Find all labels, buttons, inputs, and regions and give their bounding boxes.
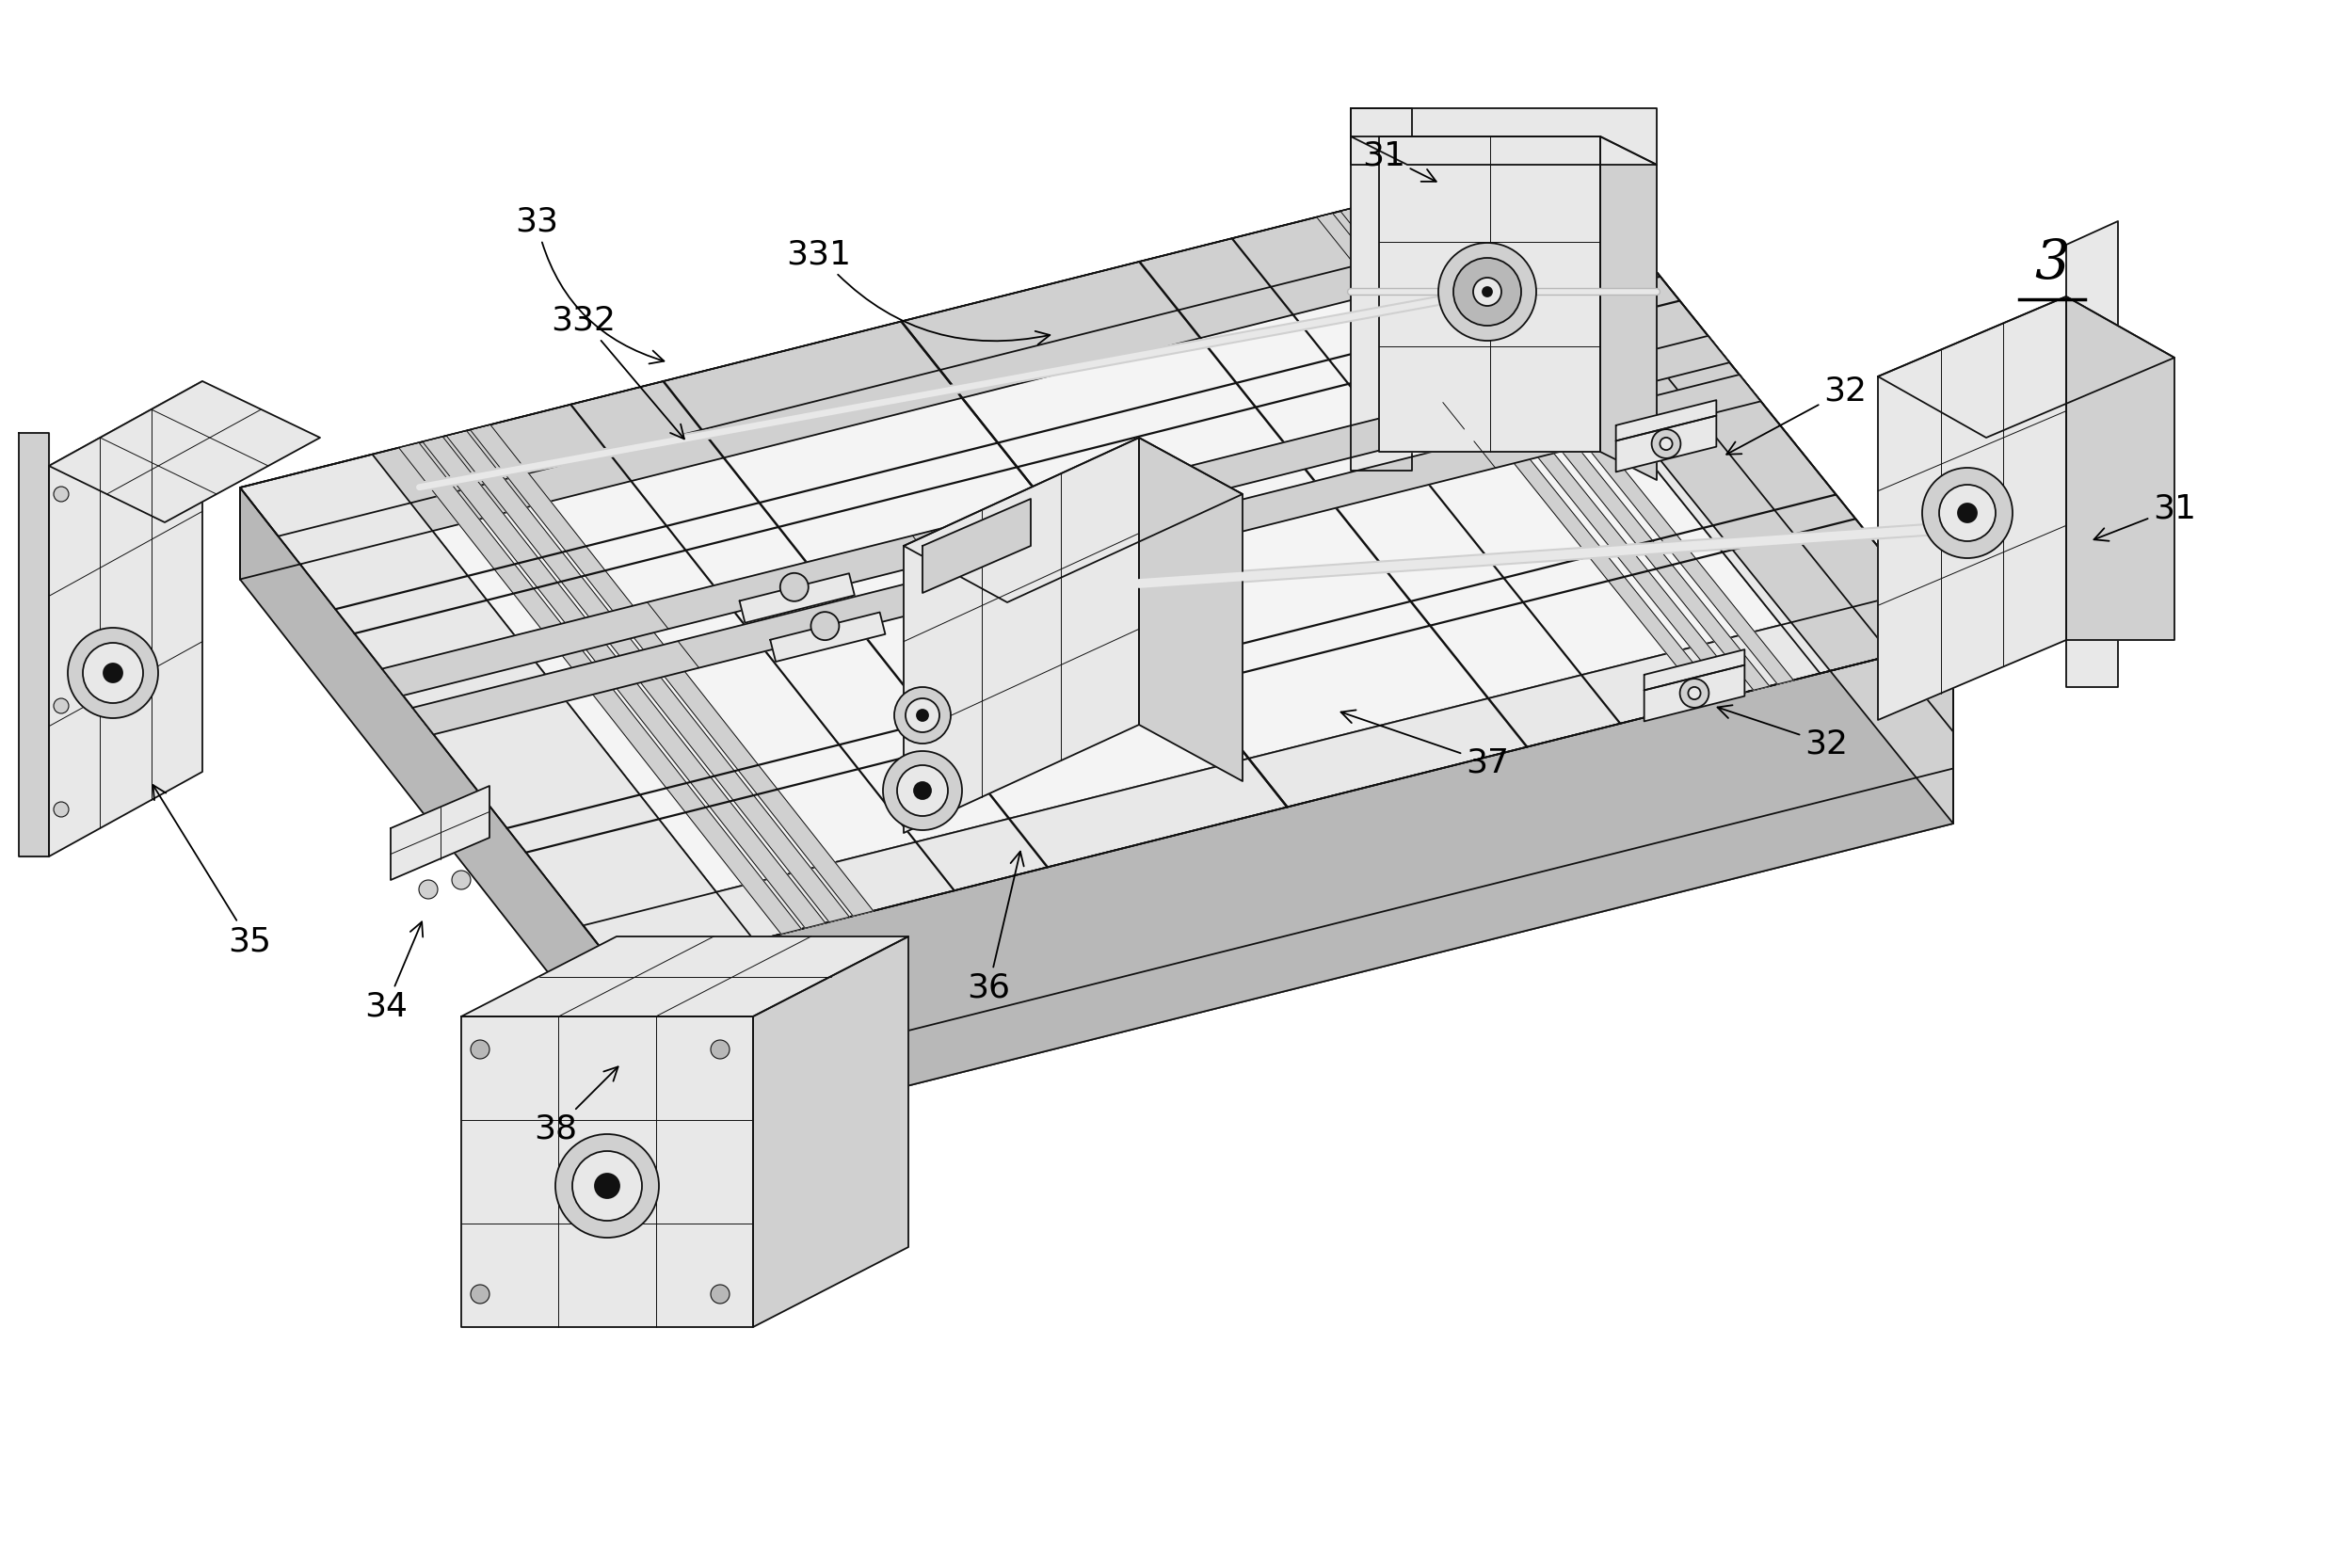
Polygon shape [1389,194,1794,684]
Polygon shape [1431,155,1953,673]
Circle shape [1454,257,1522,326]
Circle shape [82,643,143,702]
Circle shape [68,627,159,718]
Polygon shape [19,433,49,856]
Text: 36: 36 [967,851,1023,1004]
Polygon shape [1379,136,1600,452]
Polygon shape [621,640,1953,1102]
Text: 31: 31 [1363,140,1436,182]
Polygon shape [461,1016,754,1327]
Circle shape [471,1284,489,1303]
Polygon shape [422,436,824,928]
Polygon shape [1562,155,1953,732]
Polygon shape [410,237,1780,892]
Circle shape [810,612,838,640]
Polygon shape [239,488,621,1066]
Circle shape [1651,430,1682,458]
Circle shape [906,698,939,732]
Polygon shape [1600,136,1656,480]
Text: 31: 31 [2094,492,2197,541]
Circle shape [1660,437,1672,450]
Text: 37: 37 [1342,710,1508,778]
Polygon shape [1351,108,1412,470]
Polygon shape [239,155,1602,536]
Circle shape [883,751,963,829]
Circle shape [913,782,932,800]
Polygon shape [1138,437,1244,781]
Polygon shape [1616,416,1717,472]
Polygon shape [1878,296,2066,720]
Polygon shape [239,155,1562,543]
Text: 35: 35 [152,786,272,956]
Text: 32: 32 [1717,706,1848,759]
Text: 38: 38 [534,1066,618,1145]
Polygon shape [1340,207,1745,696]
Polygon shape [923,499,1030,593]
Circle shape [895,687,951,743]
Circle shape [1689,687,1700,699]
Circle shape [452,870,471,889]
Circle shape [780,572,808,601]
Circle shape [595,1173,618,1198]
Polygon shape [461,936,909,1016]
Polygon shape [412,375,1761,734]
Circle shape [571,1151,642,1221]
Circle shape [103,663,122,682]
Polygon shape [447,431,850,922]
Circle shape [1923,467,2012,558]
Polygon shape [239,155,1562,579]
Circle shape [1958,503,1977,522]
Polygon shape [754,936,909,1327]
Text: 3: 3 [2035,237,2070,290]
Text: 33: 33 [515,205,665,364]
Text: 32: 32 [1726,375,1867,455]
Circle shape [54,486,68,502]
Circle shape [54,801,68,817]
Polygon shape [904,437,1138,833]
Circle shape [419,880,438,898]
Polygon shape [2066,296,2173,640]
Polygon shape [583,591,1953,974]
Polygon shape [1351,108,1656,165]
Polygon shape [621,640,1953,1157]
Circle shape [710,1040,728,1058]
Circle shape [1939,485,1995,541]
Polygon shape [49,381,321,522]
Polygon shape [2066,221,2117,687]
Circle shape [1438,243,1536,340]
Polygon shape [471,425,874,916]
Polygon shape [382,336,1731,696]
Polygon shape [1351,136,1656,165]
Polygon shape [1644,649,1745,690]
Polygon shape [1616,400,1717,441]
Circle shape [916,710,927,721]
Circle shape [1482,287,1492,296]
Circle shape [1473,278,1501,306]
Circle shape [471,1040,489,1058]
Polygon shape [1316,213,1721,702]
Text: 34: 34 [365,922,424,1022]
Polygon shape [391,786,489,880]
Circle shape [1679,679,1710,707]
Polygon shape [398,442,801,935]
Polygon shape [1562,155,1953,823]
Polygon shape [740,574,855,622]
Text: 331: 331 [787,238,1049,345]
Circle shape [897,765,949,815]
Polygon shape [771,612,885,662]
Polygon shape [49,381,201,856]
Polygon shape [1878,296,2173,437]
Polygon shape [1363,201,1771,690]
Polygon shape [1562,155,1953,823]
Polygon shape [621,640,1953,1157]
Polygon shape [1644,665,1745,721]
Polygon shape [239,455,754,974]
Text: 332: 332 [550,304,684,439]
Circle shape [555,1134,658,1237]
Circle shape [54,698,68,713]
Circle shape [710,1284,728,1303]
Polygon shape [904,437,1244,602]
